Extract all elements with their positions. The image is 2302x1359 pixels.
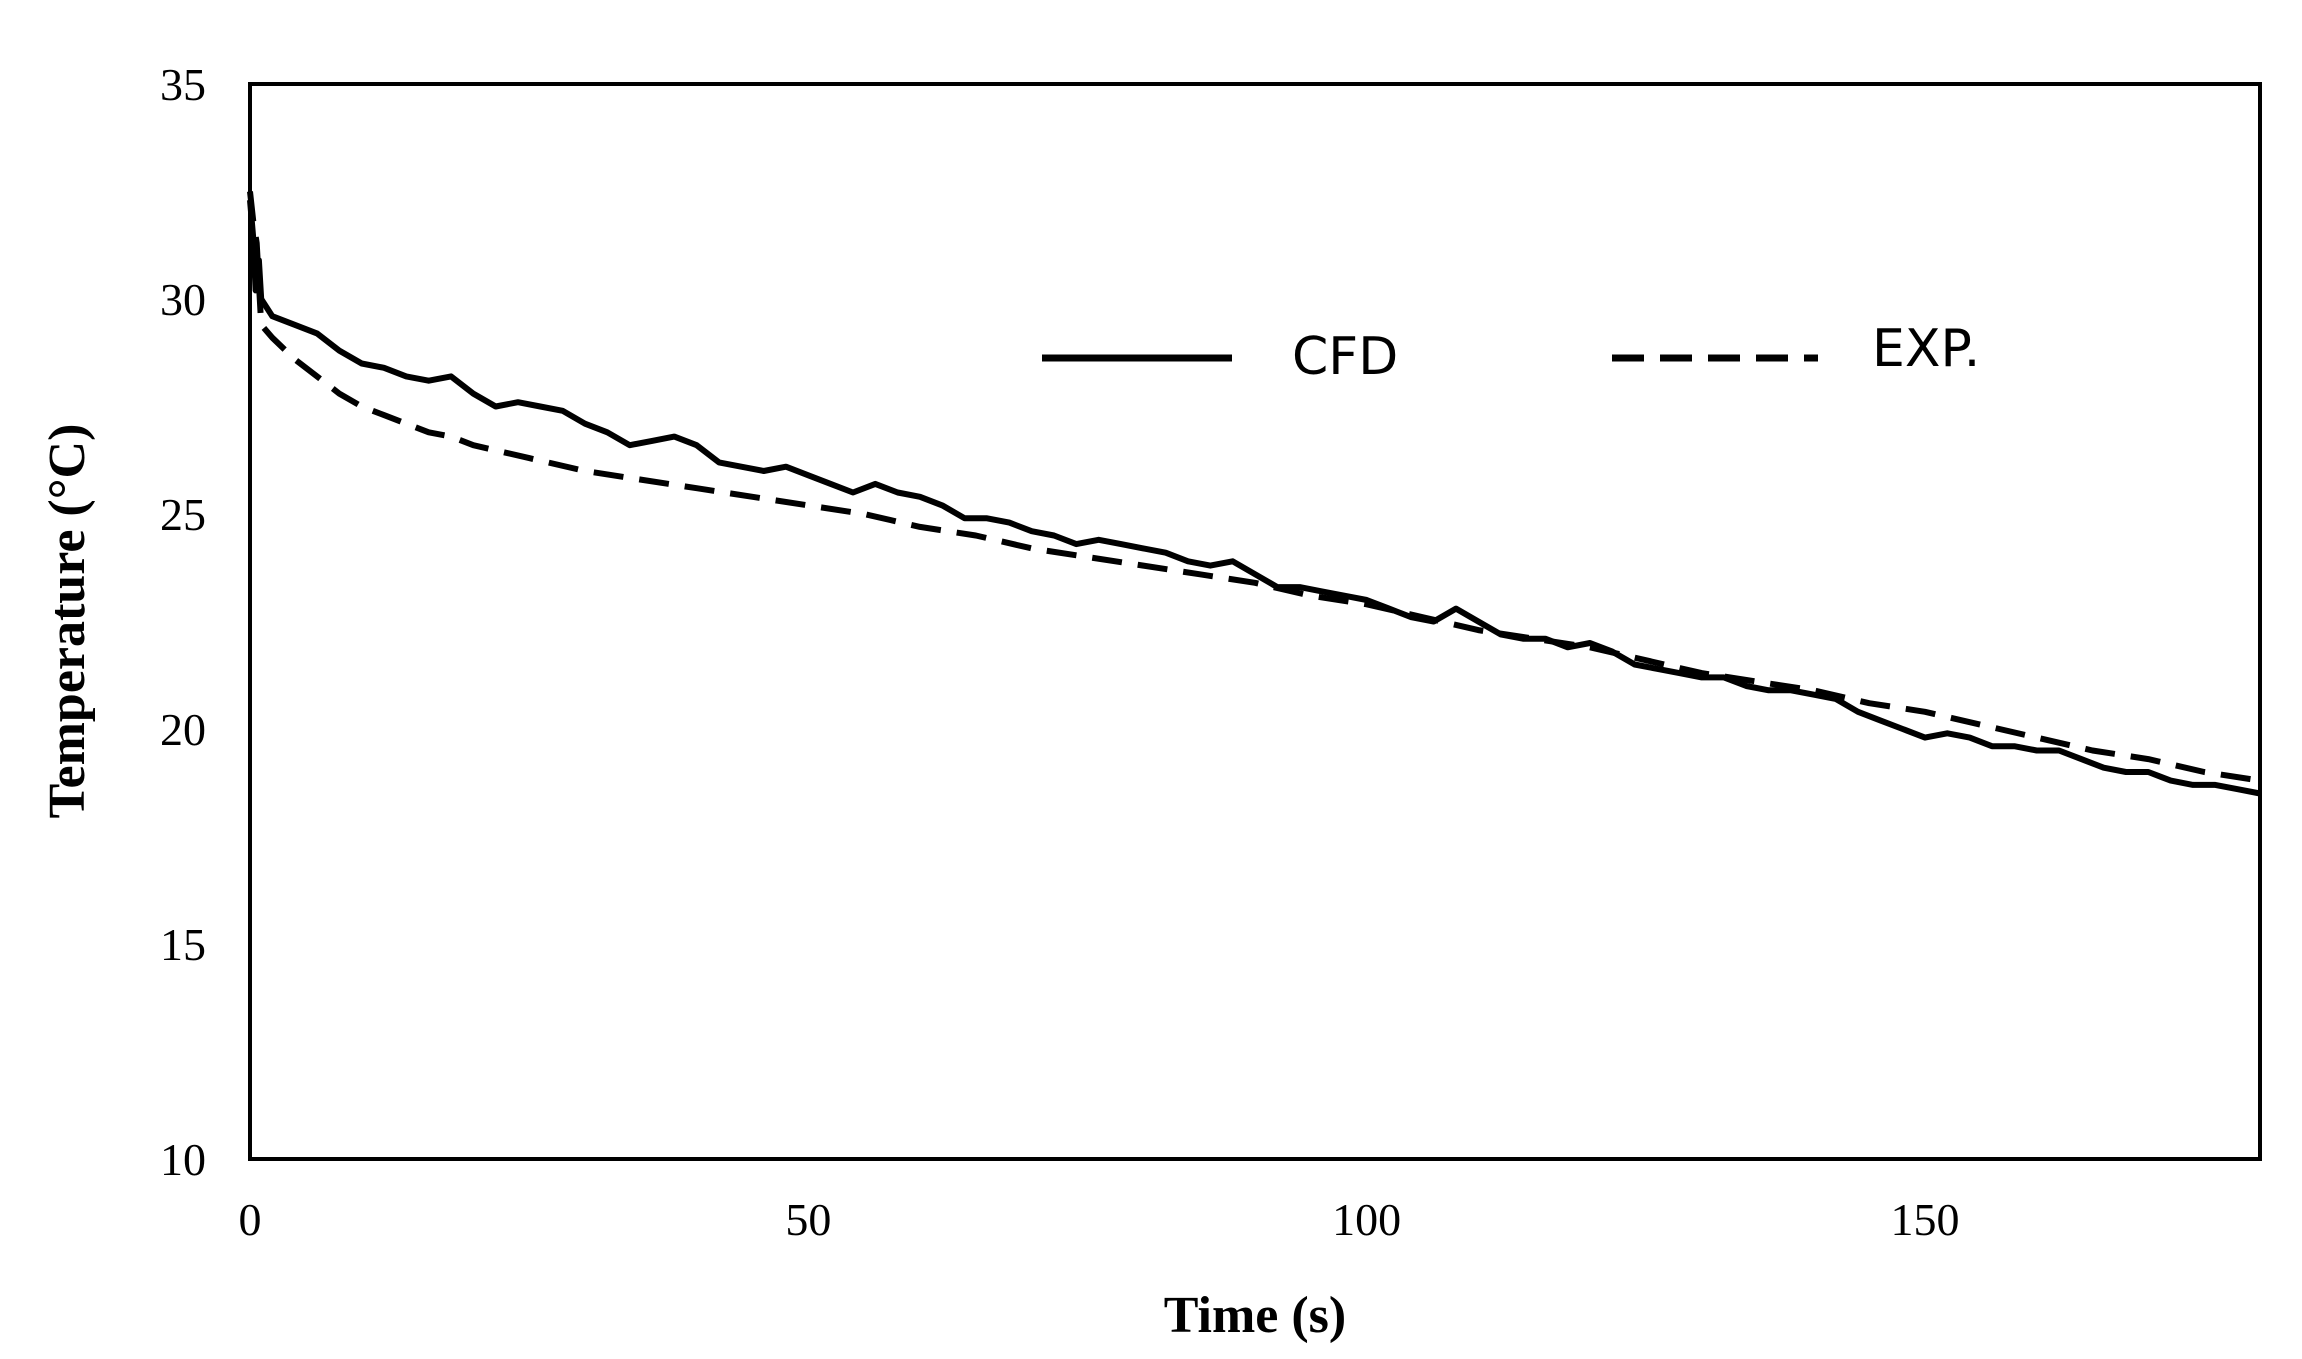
- y-tick-label: 30: [160, 274, 206, 325]
- x-tick-label: 50: [785, 1194, 831, 1245]
- legend-label-exp: EXP.: [1872, 319, 1980, 379]
- y-tick-label: 20: [160, 704, 206, 755]
- x-tick-label: 150: [1891, 1194, 1960, 1245]
- series-line-exp: [247, 191, 2261, 784]
- series-line-cfd: [247, 199, 2261, 797]
- y-tick-label: 15: [160, 919, 206, 970]
- x-tick-label: 100: [1332, 1194, 1401, 1245]
- series-layer: [247, 191, 2261, 797]
- y-axis-ticks: 10 15 20 25 30 35: [160, 59, 206, 1185]
- y-tick-label: 25: [160, 489, 206, 540]
- legend: CFD EXP.: [1042, 319, 1980, 387]
- y-tick-label: 10: [160, 1134, 206, 1185]
- y-tick-label: 35: [160, 59, 206, 110]
- legend-label-cfd: CFD: [1292, 327, 1398, 387]
- plot-area-frame: [248, 82, 2262, 1161]
- y-axis-title: Temperature (°C): [39, 424, 96, 819]
- x-axis-ticks: 0 50 100 150: [239, 1194, 1960, 1245]
- x-axis-title: Time (s): [1164, 1287, 1346, 1344]
- x-tick-label: 0: [239, 1194, 262, 1245]
